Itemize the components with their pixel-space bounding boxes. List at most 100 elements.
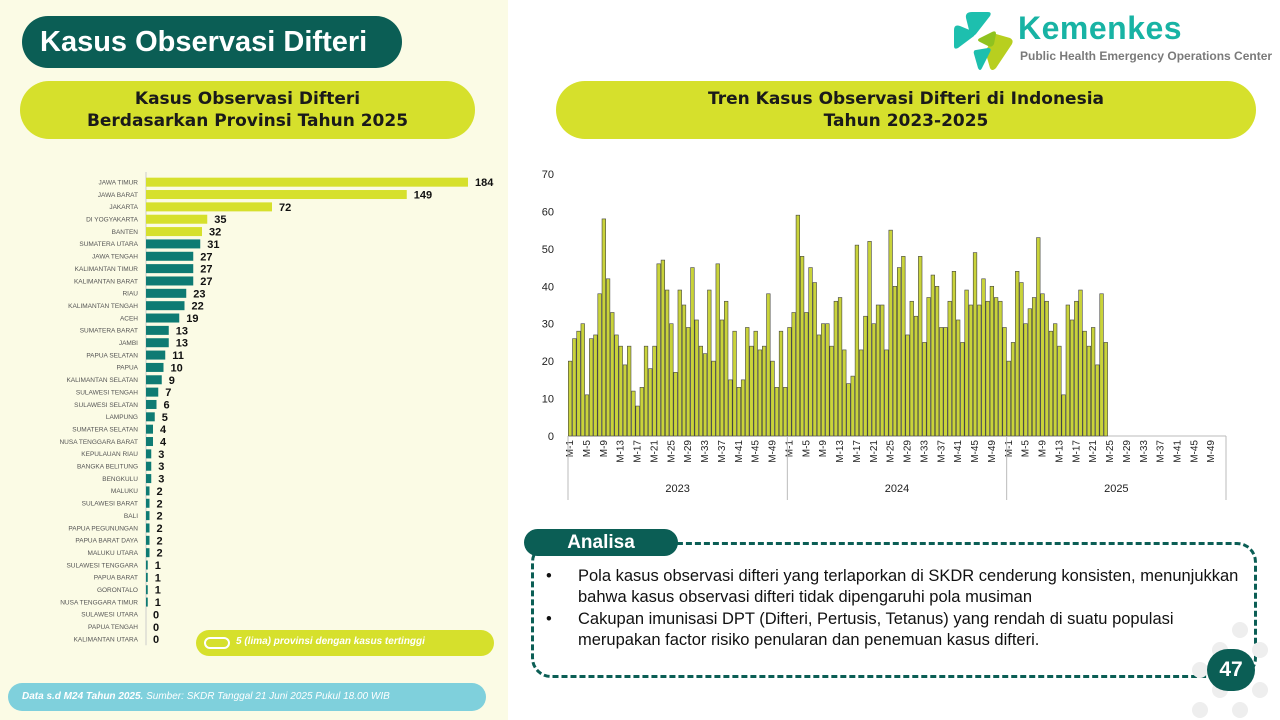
week-bar bbox=[964, 289, 969, 437]
week-bar bbox=[884, 349, 889, 437]
page-title: Kasus Observasi Difteri bbox=[22, 16, 402, 68]
week-bar bbox=[698, 345, 703, 437]
category-label: SUMATERA BARAT bbox=[80, 328, 138, 335]
category-label: MALUKU UTARA bbox=[88, 550, 139, 557]
week-bar bbox=[850, 375, 855, 437]
province-bar bbox=[146, 227, 202, 237]
province-bar bbox=[146, 511, 150, 521]
week-bar bbox=[821, 323, 826, 437]
value-label: 4 bbox=[160, 424, 167, 436]
value-label: 7 bbox=[165, 387, 171, 399]
y-tick-label: 10 bbox=[542, 394, 554, 406]
province-bar bbox=[146, 535, 150, 545]
category-label: KALIMANTAN SELATAN bbox=[66, 377, 138, 384]
week-bar bbox=[837, 297, 843, 437]
chart-legend: 5 (lima) provinsi dengan kasus tertinggi bbox=[196, 630, 494, 656]
week-tick-label: M-41 bbox=[734, 440, 745, 463]
y-tick-label: 20 bbox=[542, 356, 554, 368]
category-label: GORONTALO bbox=[97, 587, 138, 594]
value-label: 1 bbox=[155, 585, 161, 597]
week-bar bbox=[783, 387, 788, 437]
week-tick-label: M-13 bbox=[835, 440, 846, 463]
week-bar bbox=[913, 315, 919, 437]
category-label: KEPULAUAN RIAU bbox=[81, 451, 138, 458]
value-label: 13 bbox=[176, 338, 188, 350]
week-bar bbox=[951, 271, 957, 437]
week-bar bbox=[762, 345, 767, 437]
week-tick-label: M-1 bbox=[784, 440, 795, 458]
week-bar bbox=[1010, 342, 1016, 437]
week-bar bbox=[732, 330, 737, 437]
week-bar bbox=[892, 285, 898, 437]
week-bar bbox=[787, 327, 792, 437]
week-bar bbox=[589, 338, 594, 437]
value-label: 9 bbox=[169, 375, 175, 387]
week-tick-label: M-21 bbox=[1088, 440, 1099, 463]
category-label: PAPUA BARAT bbox=[94, 575, 138, 582]
category-label: JAWA BARAT bbox=[98, 192, 138, 199]
week-bar bbox=[681, 304, 687, 437]
week-bar bbox=[736, 387, 741, 437]
week-tick-label: M-37 bbox=[936, 440, 947, 463]
week-bar bbox=[567, 360, 573, 437]
week-bar bbox=[665, 289, 670, 437]
week-tick-label: M-13 bbox=[616, 440, 627, 463]
week-bar bbox=[1069, 319, 1075, 437]
week-bar bbox=[968, 304, 973, 437]
y-tick-label: 70 bbox=[542, 169, 554, 181]
week-bar bbox=[909, 300, 914, 437]
week-tick-label: M-29 bbox=[903, 440, 914, 463]
province-bar bbox=[146, 424, 153, 434]
province-bar bbox=[146, 251, 194, 261]
week-bar bbox=[888, 229, 893, 437]
week-bar bbox=[719, 319, 725, 437]
province-bar bbox=[146, 461, 152, 471]
province-bar bbox=[146, 437, 153, 447]
week-bar bbox=[816, 334, 822, 437]
week-bar bbox=[643, 345, 649, 437]
week-bar bbox=[770, 360, 775, 437]
week-bar bbox=[749, 345, 754, 437]
week-tick-label: M-45 bbox=[970, 440, 981, 463]
week-tick-label: M-21 bbox=[649, 440, 660, 463]
week-bar bbox=[778, 330, 784, 437]
week-bar bbox=[880, 304, 885, 437]
week-bar bbox=[1065, 304, 1070, 437]
category-label: PAPUA BARAT DAYA bbox=[75, 538, 138, 545]
legend-label: 5 (lima) provinsi dengan kasus tertinggi bbox=[236, 636, 425, 647]
province-bar bbox=[146, 523, 150, 533]
legend-swatch bbox=[204, 637, 230, 649]
week-bar bbox=[859, 349, 864, 437]
week-bar bbox=[934, 285, 940, 437]
category-label: KALIMANTAN UTARA bbox=[74, 636, 139, 643]
week-bar bbox=[985, 300, 990, 437]
week-tick-label: M-41 bbox=[953, 440, 964, 463]
value-label: 3 bbox=[158, 449, 164, 461]
week-bar bbox=[694, 319, 699, 437]
province-bar bbox=[146, 362, 164, 372]
week-bar bbox=[597, 293, 602, 437]
province-bar bbox=[146, 202, 272, 212]
week-tick-label: M-5 bbox=[582, 440, 593, 458]
week-tick-label: M-49 bbox=[1206, 440, 1217, 463]
week-bar bbox=[686, 327, 691, 437]
analysis-list: • Pola kasus observasi difteri yang terla… bbox=[546, 566, 1246, 652]
y-tick-label: 0 bbox=[548, 431, 554, 443]
kemenkes-logo-icon bbox=[954, 12, 1013, 70]
week-tick-label: M-33 bbox=[1139, 440, 1150, 463]
week-bar bbox=[745, 327, 750, 437]
week-bar bbox=[728, 379, 733, 437]
province-bar bbox=[146, 214, 208, 224]
week-tick-label: M-49 bbox=[987, 440, 998, 463]
value-label: 11 bbox=[172, 350, 184, 362]
value-label: 2 bbox=[157, 548, 163, 560]
week-bar bbox=[1061, 394, 1066, 437]
year-group-label: 2024 bbox=[885, 483, 909, 495]
value-label: 3 bbox=[158, 474, 164, 486]
week-tick-label: M-29 bbox=[683, 440, 694, 463]
value-label: 0 bbox=[153, 634, 159, 646]
week-bar bbox=[1040, 293, 1045, 437]
week-bar bbox=[610, 312, 615, 437]
year-group-label: 2025 bbox=[1104, 483, 1128, 495]
